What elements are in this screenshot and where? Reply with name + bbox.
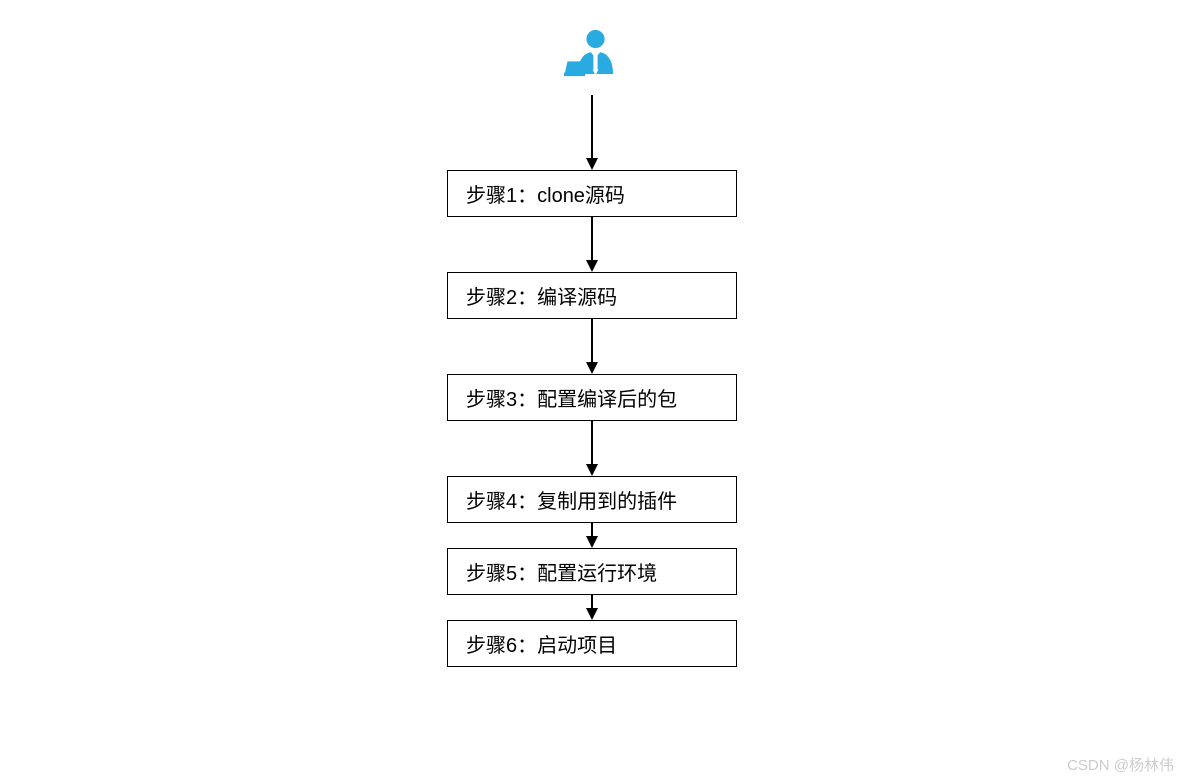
step-box-4: 步骤4：复制用到的插件 bbox=[447, 476, 737, 523]
arrow-6 bbox=[582, 595, 602, 620]
step-box-5: 步骤5：配置运行环境 bbox=[447, 548, 737, 595]
step-label: 步骤2：编译源码 bbox=[466, 287, 617, 309]
step-label: 步骤4：复制用到的插件 bbox=[466, 491, 677, 513]
watermark-text: CSDN @杨林伟 bbox=[1067, 754, 1174, 775]
step-box-2: 步骤2：编译源码 bbox=[447, 272, 737, 319]
step-label: 步骤3：配置编译后的包 bbox=[466, 389, 677, 411]
arrow-2 bbox=[582, 217, 602, 272]
arrow-1 bbox=[582, 95, 602, 170]
step-box-6: 步骤6：启动项目 bbox=[447, 620, 737, 667]
arrow-5 bbox=[582, 523, 602, 548]
flowchart-container: 步骤1：clone源码 步骤2：编译源码 步骤3：配置编译后的包 步骤4：复制用… bbox=[447, 25, 737, 667]
step-label: 步骤1：clone源码 bbox=[466, 185, 625, 207]
step-label: 步骤5：配置运行环境 bbox=[466, 563, 657, 585]
step-box-1: 步骤1：clone源码 bbox=[447, 170, 737, 217]
arrow-4 bbox=[582, 421, 602, 476]
businessman-icon bbox=[557, 25, 627, 95]
step-box-3: 步骤3：配置编译后的包 bbox=[447, 374, 737, 421]
step-label: 步骤6：启动项目 bbox=[466, 635, 617, 657]
arrow-3 bbox=[582, 319, 602, 374]
